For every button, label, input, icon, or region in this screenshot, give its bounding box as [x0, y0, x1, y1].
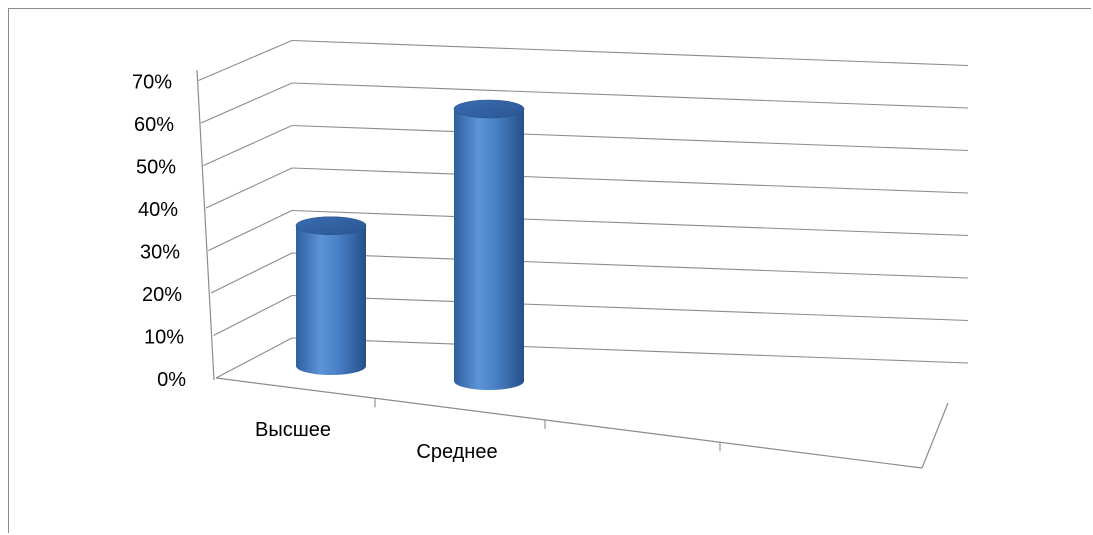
gridline-left-wall: [215, 337, 293, 379]
chart-gridlines: [198, 39, 969, 379]
chart-frame: [8, 8, 1091, 533]
gridline-back-wall: [291, 39, 969, 67]
bar-body: [296, 225, 366, 375]
gridline-left-wall: [198, 39, 293, 82]
bar-top: [295, 216, 367, 236]
y-tick-label: 70%: [132, 72, 172, 94]
y-tick-label: 10%: [144, 327, 184, 349]
y-tick-label: 60%: [134, 114, 174, 136]
chart-bars: [295, 99, 525, 390]
bar-top: [453, 99, 525, 119]
y-axis-tick-labels: 0% 10% 20% 30% 40% 50% 60% 70%: [132, 72, 186, 392]
gridline-left-wall: [203, 124, 293, 167]
chart-axes: [196, 69, 949, 469]
y-tick-label: 20%: [142, 284, 182, 306]
gridline-back-wall: [291, 252, 969, 279]
gridline-left-wall: [208, 210, 293, 251]
bar: [453, 99, 525, 390]
gridline-back-wall: [291, 209, 969, 237]
gridline-back-wall: [291, 294, 969, 322]
y-tick-label: 50%: [136, 157, 176, 179]
gridline-left-wall: [210, 252, 293, 294]
gridline-left-wall: [200, 82, 293, 124]
gridline-back-wall: [291, 124, 969, 152]
x-category-label: Среднее: [416, 441, 497, 463]
y-tick-label: 40%: [138, 199, 178, 221]
bar: [295, 216, 367, 375]
gridline-left-wall: [213, 295, 293, 336]
y-axis-line: [196, 69, 215, 381]
gridline-left-wall: [205, 167, 293, 209]
floor-front-edge: [215, 377, 923, 469]
gridline-back-wall: [291, 167, 969, 194]
y-tick-label: 30%: [140, 242, 180, 264]
gridline-back-wall: [291, 337, 969, 364]
gridline-back-wall: [291, 82, 969, 109]
x-axis-category-labels: Высшее Среднее: [255, 419, 498, 463]
bar-body: [454, 109, 524, 390]
x-category-label: Высшее: [255, 419, 331, 441]
floor-right-edge: [921, 402, 949, 469]
y-tick-label: 0%: [157, 369, 186, 391]
